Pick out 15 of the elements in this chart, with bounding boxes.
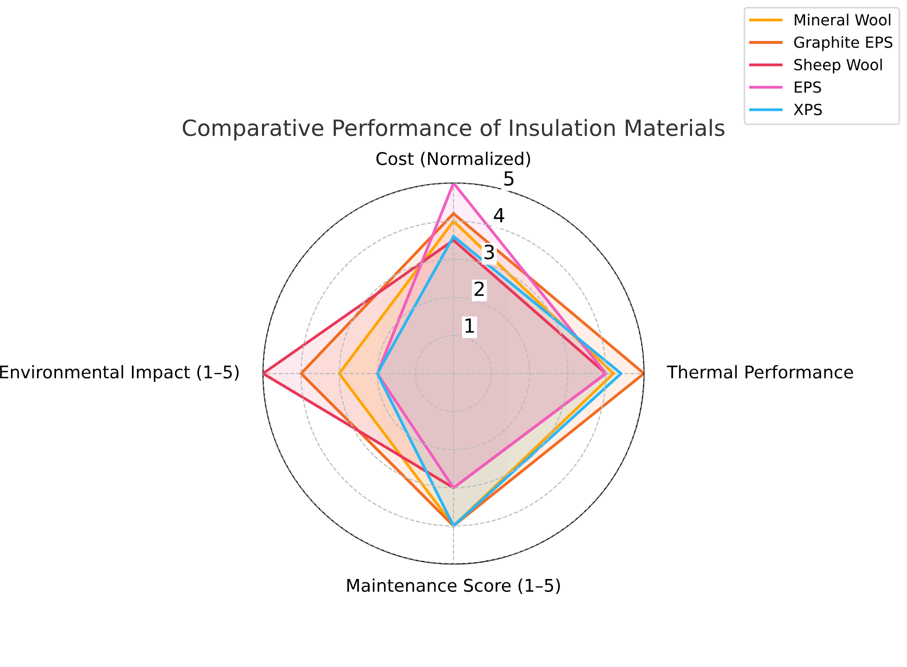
y-tick-label: 1 — [465, 318, 474, 333]
legend-label: XPS — [794, 104, 822, 116]
legend-label: Mineral Wool — [794, 14, 890, 26]
y-tick-label: 2 — [474, 281, 484, 296]
legend-label: Graphite EPS — [794, 36, 892, 51]
y-tick-label: 5 — [504, 171, 514, 186]
legend-label: EPS — [794, 81, 822, 93]
legend-label: Sheep Wool — [794, 58, 882, 74]
spoke-label: Environmental Impact (1–5) — [0, 365, 239, 382]
spoke-label: Maintenance Score (1–5) — [347, 578, 560, 594]
spoke-label: Thermal Performance — [666, 365, 853, 379]
y-tick-label: 3 — [484, 244, 494, 260]
text: Comparative Performance of Insulation Materials — [182, 118, 724, 140]
spoke-label: Cost (Normalized) — [376, 152, 530, 168]
y-tick-label: 4 — [494, 208, 504, 222]
